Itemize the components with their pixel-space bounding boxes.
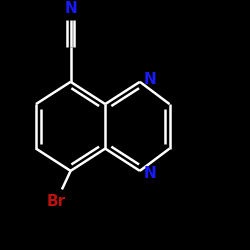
Text: N: N: [143, 166, 156, 181]
Text: N: N: [143, 72, 156, 87]
Text: Br: Br: [46, 194, 65, 209]
Text: N: N: [64, 1, 77, 16]
